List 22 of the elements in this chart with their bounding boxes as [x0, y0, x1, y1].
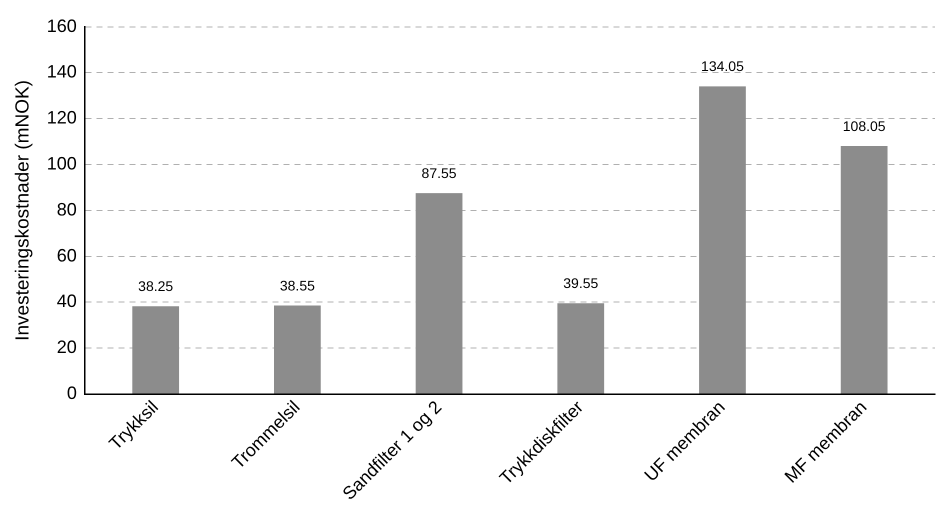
y-tick-label: 100 — [46, 153, 77, 174]
bar — [416, 193, 462, 394]
y-tick-label: 140 — [46, 62, 77, 82]
data-label: 38.25 — [138, 278, 174, 294]
data-label: 108.05 — [842, 118, 886, 134]
y-tick-label: 20 — [56, 337, 77, 358]
bar — [274, 306, 321, 394]
bar — [557, 303, 604, 394]
y-tick-label: 160 — [46, 16, 77, 36]
data-label: 87.55 — [422, 164, 457, 181]
y-tick-label: 120 — [46, 108, 77, 128]
y-tick-label: 0 — [66, 383, 77, 403]
data-label: 38.55 — [280, 277, 316, 294]
y-tick-label: 60 — [56, 245, 77, 266]
data-label: 39.55 — [563, 275, 598, 292]
y-axis-title: Investeringskostnader (mNOK) — [12, 80, 34, 341]
bar — [840, 146, 888, 394]
bar — [132, 306, 180, 394]
y-tick-label: 40 — [56, 291, 77, 312]
bar — [699, 86, 746, 394]
data-label: 134.05 — [701, 58, 744, 74]
y-tick-label: 80 — [56, 199, 77, 220]
